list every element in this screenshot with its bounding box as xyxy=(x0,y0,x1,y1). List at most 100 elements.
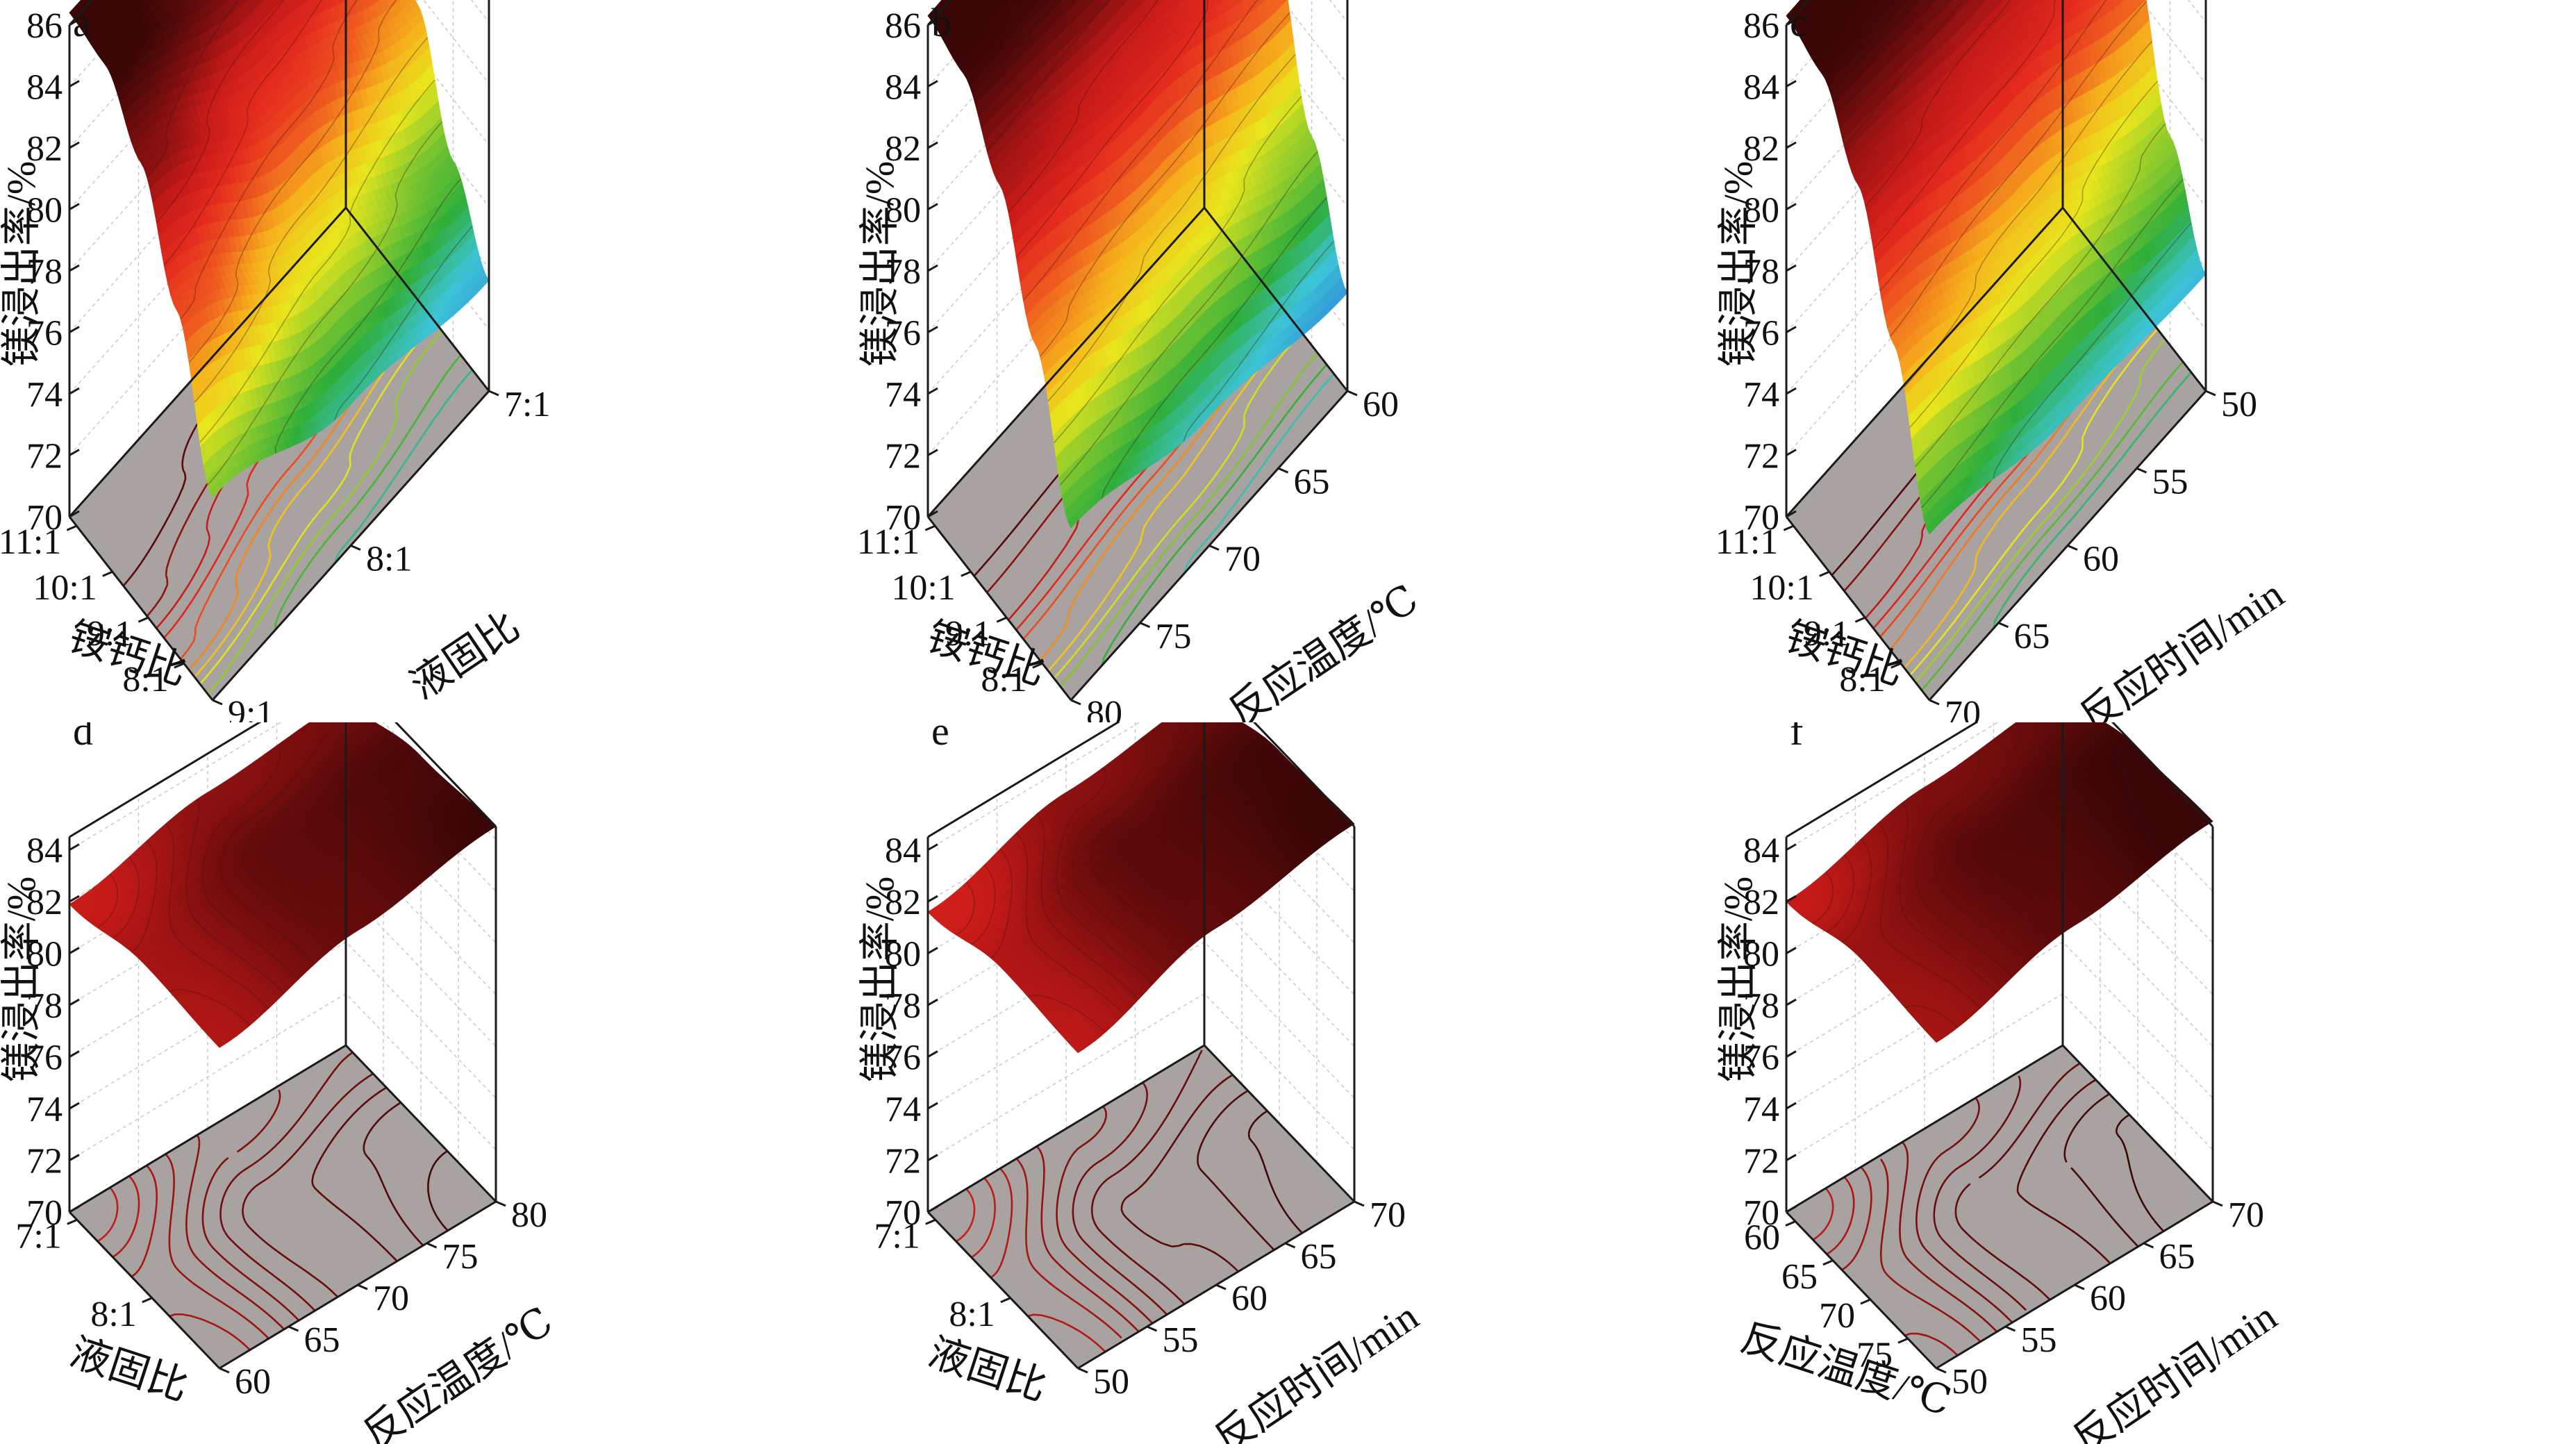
floor-contour xyxy=(1101,364,1328,666)
y-tick xyxy=(212,699,223,706)
y-tick xyxy=(488,390,499,397)
y-tick-label: 80 xyxy=(1086,694,1122,722)
x-tick xyxy=(174,662,185,669)
x-tick-label: 8:1 xyxy=(122,660,168,699)
x-tick xyxy=(961,570,972,577)
surface-contour xyxy=(986,0,1111,151)
surface-contour xyxy=(1183,240,1335,442)
z-axis-title: 镁浸出率/% xyxy=(858,161,902,367)
z-tick-label: 70 xyxy=(885,498,921,538)
surface-contour xyxy=(156,0,285,223)
y-tick xyxy=(350,545,361,551)
z-tick-label: 74 xyxy=(26,375,63,415)
y-tick xyxy=(1070,699,1081,706)
z-tick xyxy=(927,326,938,333)
z-gridline xyxy=(69,0,490,210)
z-gridline xyxy=(927,0,1348,210)
surface-contour xyxy=(194,37,429,403)
x-tick-label: 8:1 xyxy=(981,660,1027,699)
x-tick-label: 11:1 xyxy=(858,522,920,562)
x-tick xyxy=(924,524,936,531)
floor-contour xyxy=(1993,372,2193,629)
y-tick xyxy=(1139,622,1151,629)
response-surface xyxy=(69,0,490,498)
z-tick-label: 78 xyxy=(885,252,921,292)
surface-plot-c: 70727476788082848611:110:19:18:170656055… xyxy=(1717,0,2292,722)
z-gridline xyxy=(69,0,490,272)
surface-plot-b: 70 72 74 76 78 80 82 84 86 11:1 10:1 9:1 8:1 80 75 70 65… xyxy=(858,0,1426,722)
frame-edge xyxy=(926,516,1072,701)
x-tick-label: 9:1 xyxy=(87,614,133,654)
surface-contour xyxy=(122,0,186,115)
x-tick-label: 10:1 xyxy=(33,568,97,608)
z-tick xyxy=(69,449,80,456)
surface-contour xyxy=(188,0,397,363)
z-tick-label: 82 xyxy=(26,129,63,169)
z-tick xyxy=(927,18,938,26)
floor-contour xyxy=(1053,331,1302,679)
z-tick-label: 80 xyxy=(885,191,921,231)
z-tick xyxy=(69,326,80,333)
floor-contour xyxy=(1920,360,2184,691)
z-tick-label: 86 xyxy=(885,6,921,46)
surface-contour xyxy=(199,79,435,443)
panel-label: a xyxy=(73,0,91,45)
response-surface xyxy=(1786,0,2207,535)
z-tick-label: 70 xyxy=(26,498,63,538)
floor-contour xyxy=(199,321,436,685)
frame-edge xyxy=(1203,207,1349,392)
x-tick-label: 9:1 xyxy=(945,614,991,654)
z-axis-title: 镁浸出率/% xyxy=(0,161,44,367)
z-tick xyxy=(69,141,80,149)
surface-contour xyxy=(1008,0,1159,213)
panel-label: b xyxy=(931,0,952,45)
y-tick xyxy=(1208,545,1220,551)
surface-contour xyxy=(1101,197,1327,499)
y-tick-label: 7:1 xyxy=(504,385,550,424)
floor-contour xyxy=(1909,328,2159,677)
z-tick xyxy=(69,203,80,210)
z-tick xyxy=(69,510,80,518)
y-tick-label: 65 xyxy=(1294,462,1330,501)
z-tick xyxy=(927,510,938,518)
surface-contour xyxy=(1015,0,1208,258)
y-axis-title: 反应温度/℃ xyxy=(1220,576,1426,722)
floor-contour xyxy=(1182,373,1335,575)
surface-contour xyxy=(973,0,1058,101)
z-tick-label: 82 xyxy=(885,129,921,169)
y-tick-label: 8:1 xyxy=(366,540,412,579)
z-tick xyxy=(927,387,938,395)
z-tick-label: 74 xyxy=(885,375,921,415)
frame-edge xyxy=(926,207,1206,517)
z-tick xyxy=(927,141,938,149)
y-tick-label: 60 xyxy=(1363,385,1399,424)
floor-contour xyxy=(1059,352,1319,687)
z-tick xyxy=(927,203,938,210)
surface-contour xyxy=(274,178,462,454)
y-axis-title: 液固比 xyxy=(402,603,528,708)
surface-plot-a: 70 72 74 76 78 80 82 84 86 11:1 10:1 9:1 8:1 9:1 8:1 7:… xyxy=(0,0,550,722)
y-tick xyxy=(1347,390,1358,397)
surface-contour xyxy=(1053,96,1302,443)
response-surface xyxy=(927,0,1348,529)
surface-contour xyxy=(163,0,322,266)
surface-contour xyxy=(334,226,473,420)
frame-edge xyxy=(344,207,490,392)
surface-contour xyxy=(1047,53,1296,401)
y-tick-label: 9:1 xyxy=(228,694,274,722)
y-tick-label: 75 xyxy=(1156,617,1192,656)
z-tick xyxy=(69,387,80,395)
z-tick xyxy=(927,264,938,272)
floor-contour xyxy=(333,369,474,564)
x-tick xyxy=(138,616,149,623)
z-tick-label: 78 xyxy=(26,252,63,292)
z-tick-label: 76 xyxy=(26,314,63,354)
x-tick xyxy=(66,524,77,531)
surface-contour xyxy=(1022,0,1258,301)
z-tick-label: 80 xyxy=(26,191,63,231)
z-tick xyxy=(927,80,938,88)
z-tick-label: 76 xyxy=(885,314,921,354)
z-tick-label: 72 xyxy=(885,437,921,476)
surface-facet xyxy=(1067,515,1077,529)
